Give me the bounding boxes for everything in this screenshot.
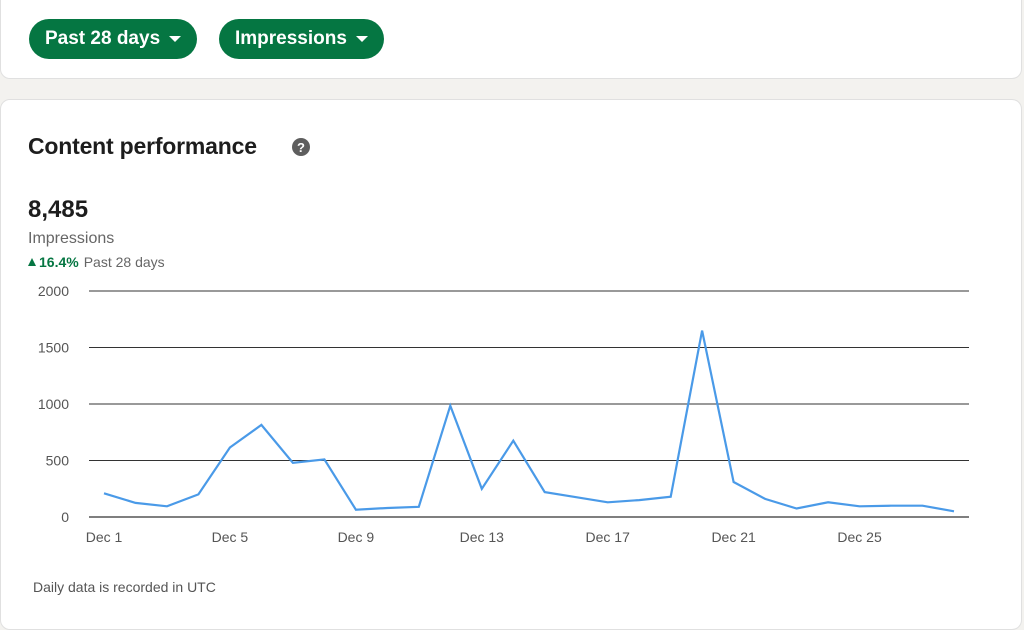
metric-label: Impressions (28, 230, 115, 247)
x-tick-label: Dec 25 (837, 529, 882, 545)
content-performance-card (0, 99, 1022, 630)
date-range-label: Past 28 days (45, 28, 161, 49)
metric-dropdown[interactable]: Impressions (219, 19, 384, 59)
y-tick-label: 500 (46, 453, 70, 469)
caret-down-icon (169, 36, 182, 42)
caret-down-icon (355, 36, 368, 42)
card-title: Content performance (28, 133, 257, 159)
date-range-dropdown[interactable]: Past 28 days (29, 19, 198, 59)
x-tick-label: Dec 21 (711, 529, 756, 545)
change-period: Past 28 days (83, 254, 165, 270)
x-tick-label: Dec 5 (212, 529, 249, 545)
y-tick-label: 1500 (38, 340, 69, 356)
y-tick-label: 2000 (38, 283, 69, 299)
question-circle-icon[interactable]: ? (292, 138, 310, 156)
x-tick-label: Dec 17 (586, 529, 631, 545)
x-tick-label: Dec 9 (338, 529, 375, 545)
impressions-series-line (103, 330, 955, 513)
impressions-line-chart: 0 500 1000 1500 2000 Dec 1 Dec 5 Dec 9 Dec 13 Dec… (38, 283, 969, 545)
triangle-up-icon (28, 258, 36, 266)
total-impressions: 8,485 (28, 196, 89, 223)
change-row: 16.4% Past 28 days (28, 254, 165, 270)
metric-dropdown-label: Impressions (235, 28, 347, 49)
filter-bar: Past 28 days Impressions (0, 0, 1022, 79)
x-tick-label: Dec 13 (460, 529, 505, 545)
utc-footnote: Daily data is recorded in UTC (33, 579, 216, 595)
y-tick-label: 1000 (38, 396, 69, 412)
change-percent: 16.4% (39, 254, 79, 270)
y-tick-label: 0 (61, 509, 69, 525)
x-tick-label: Dec 1 (86, 529, 123, 545)
